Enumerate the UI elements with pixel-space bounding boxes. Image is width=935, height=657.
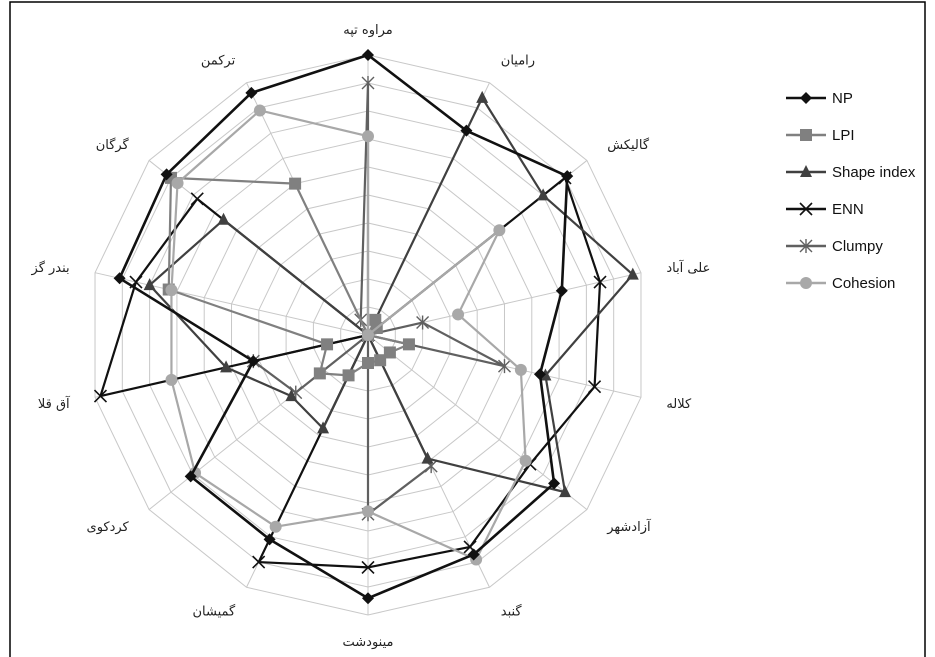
data-point bbox=[559, 485, 572, 498]
data-point bbox=[476, 90, 489, 103]
data-point bbox=[217, 212, 230, 225]
data-point bbox=[247, 355, 260, 368]
legend-item: LPI bbox=[786, 127, 855, 144]
data-point bbox=[285, 389, 298, 402]
data-point bbox=[361, 560, 375, 574]
data-point bbox=[460, 124, 473, 137]
data-point bbox=[421, 451, 434, 464]
category-label: گمیشان bbox=[192, 604, 236, 620]
data-point bbox=[362, 329, 374, 341]
data-point bbox=[93, 389, 108, 403]
legend-item: ENN bbox=[786, 201, 864, 218]
category-label: آق قلا bbox=[38, 395, 71, 412]
data-point bbox=[269, 520, 282, 533]
legend-marker bbox=[800, 277, 812, 289]
category-label: رامیان bbox=[501, 53, 535, 68]
data-point bbox=[313, 367, 326, 380]
legend-marker bbox=[800, 92, 812, 104]
data-point bbox=[252, 555, 266, 569]
data-point bbox=[416, 315, 430, 330]
legend: NP LPI Shape index ENN Clumpy Cohesion bbox=[786, 90, 916, 292]
legend-item: Cohesion bbox=[786, 275, 895, 292]
legend-label: Cohesion bbox=[832, 275, 895, 292]
data-point bbox=[220, 360, 233, 373]
data-point bbox=[317, 421, 330, 434]
data-point bbox=[555, 284, 568, 297]
legend-marker bbox=[799, 239, 813, 253]
category-label: گالیکش bbox=[607, 137, 650, 153]
data-point bbox=[452, 308, 465, 321]
legend-label: LPI bbox=[832, 127, 855, 144]
legend-item: NP bbox=[786, 90, 853, 107]
series-line bbox=[148, 96, 634, 494]
category-label: کلاله bbox=[666, 397, 692, 412]
series-group bbox=[93, 49, 639, 605]
data-point bbox=[467, 548, 480, 561]
data-point bbox=[361, 76, 375, 90]
data-point bbox=[165, 284, 178, 297]
data-point bbox=[160, 168, 173, 181]
legend-marker bbox=[800, 129, 812, 141]
legend-label: NP bbox=[832, 90, 853, 107]
legend-item: Clumpy bbox=[786, 238, 883, 255]
data-point bbox=[362, 49, 374, 61]
legend-label: Clumpy bbox=[832, 238, 883, 255]
category-labels: مراوه تپه رامیان گالیکش علی آباد کلاله آزادشه… bbox=[31, 23, 711, 650]
plot-border bbox=[9, 1, 926, 657]
data-point bbox=[190, 192, 204, 206]
category-label: مراوه تپه bbox=[343, 23, 392, 38]
data-point bbox=[165, 373, 178, 386]
data-point bbox=[514, 363, 527, 376]
legend-marker bbox=[799, 202, 813, 216]
category-label: گرگان bbox=[96, 137, 130, 153]
series-np bbox=[113, 49, 574, 605]
category-label: بندر گز bbox=[31, 260, 70, 276]
category-label: علی آباد bbox=[666, 259, 710, 276]
series-line bbox=[170, 109, 527, 561]
data-point bbox=[626, 267, 639, 280]
data-point bbox=[561, 170, 574, 183]
data-point bbox=[383, 346, 396, 359]
data-point bbox=[533, 368, 546, 381]
grid-spoke-5 bbox=[367, 334, 588, 510]
legend-marker bbox=[800, 165, 812, 177]
data-point bbox=[171, 177, 184, 190]
data-point bbox=[253, 104, 266, 117]
series-lpi bbox=[162, 171, 415, 382]
data-point bbox=[537, 188, 550, 201]
category-label: گنبد bbox=[501, 604, 523, 620]
legend-label: ENN bbox=[832, 201, 864, 218]
data-point bbox=[342, 369, 355, 382]
data-point bbox=[184, 470, 197, 483]
data-point bbox=[245, 86, 258, 99]
category-label: مینودشت bbox=[343, 635, 394, 650]
data-point bbox=[143, 278, 156, 291]
data-point bbox=[113, 272, 126, 285]
data-point bbox=[362, 505, 374, 518]
data-point bbox=[548, 477, 561, 490]
data-point bbox=[321, 338, 334, 351]
category-label: کردکوی bbox=[87, 520, 130, 535]
series-clumpy bbox=[246, 76, 511, 522]
data-point bbox=[362, 592, 374, 605]
data-point bbox=[362, 357, 374, 369]
legend-label: Shape index bbox=[832, 164, 916, 181]
data-point bbox=[374, 354, 387, 367]
data-point bbox=[362, 130, 374, 143]
data-point bbox=[497, 359, 511, 374]
grid-spoke-11 bbox=[94, 272, 369, 336]
legend-item: Shape index bbox=[786, 164, 916, 181]
data-point bbox=[519, 454, 532, 467]
data-point bbox=[402, 338, 415, 351]
category-label: ترکمن bbox=[201, 53, 236, 68]
data-point bbox=[493, 224, 506, 237]
data-point bbox=[263, 533, 276, 546]
category-label: آزادشهر bbox=[606, 518, 652, 535]
data-point bbox=[289, 177, 302, 190]
data-point bbox=[593, 275, 607, 289]
data-point bbox=[588, 380, 602, 394]
